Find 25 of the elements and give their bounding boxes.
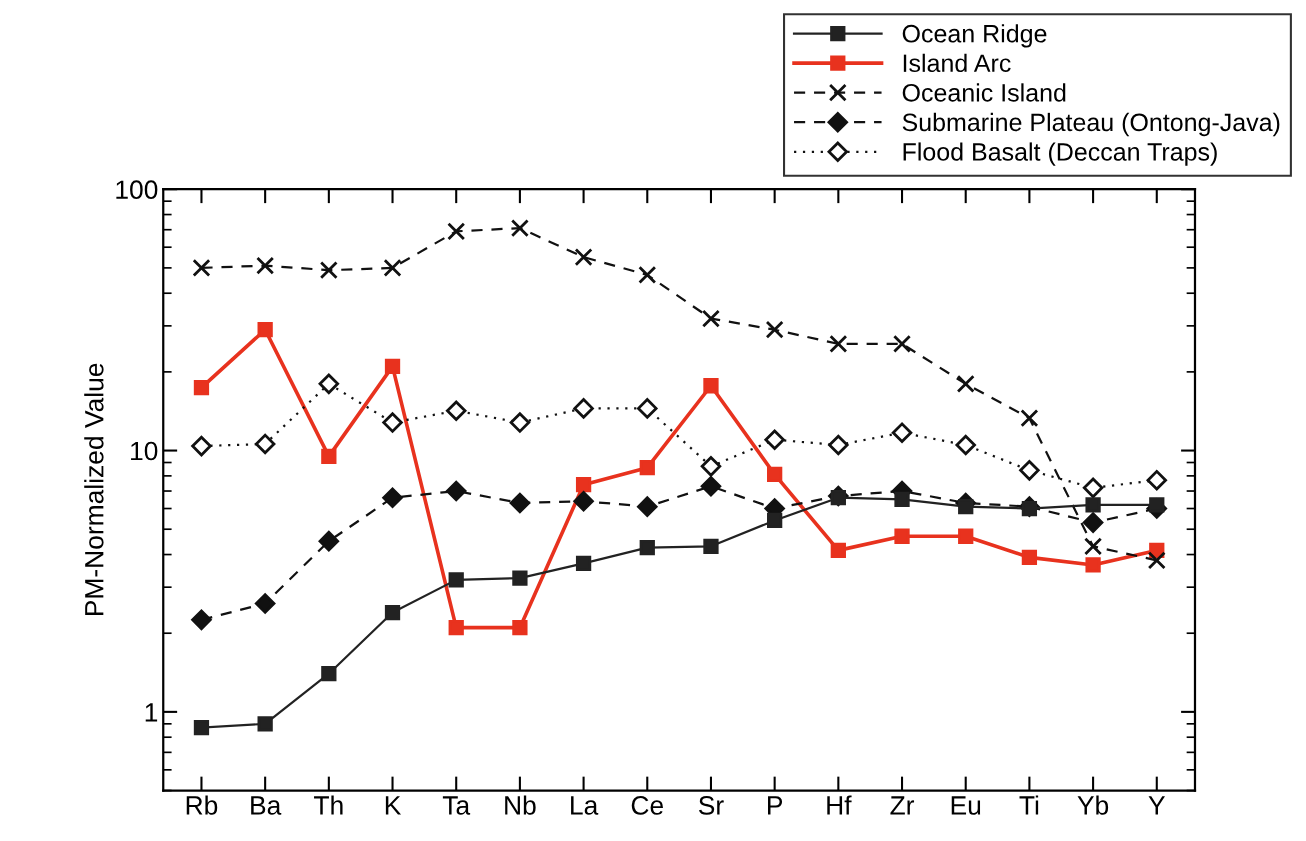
- x-tick-label: Y: [1148, 796, 1165, 815]
- y-tick-label: 10: [131, 441, 158, 461]
- x-tick-label: Rb: [186, 795, 218, 815]
- x-tick-label: Ce: [631, 796, 663, 815]
- y-tick-label: 1: [145, 703, 158, 722]
- x-tick-label: Sr: [698, 796, 724, 815]
- x-tick-label: K: [385, 796, 402, 815]
- x-tick-label: P: [768, 796, 783, 815]
- legend-label: Submarine Plateau (Ontong-Java): [902, 112, 1280, 137]
- x-tick-label: Yb: [1077, 795, 1109, 815]
- y-axis-title: PM-Normalized Value: [84, 363, 104, 616]
- x-tick-label: Zr: [890, 796, 915, 815]
- legend-label: Flood Basalt (Deccan Traps): [903, 142, 1217, 166]
- legend-label: Oceanic Island: [902, 83, 1066, 102]
- legend-label: Ocean Ridge: [902, 24, 1047, 48]
- x-tick-label: Nb: [505, 795, 536, 815]
- x-tick-label: Ba: [251, 796, 282, 815]
- x-tick-label: Hf: [827, 795, 852, 815]
- x-tick-label: Ti: [1019, 795, 1039, 815]
- x-tick-label: Eu: [951, 796, 981, 815]
- x-tick-label: La: [571, 796, 599, 815]
- x-tick-label: Th: [314, 795, 343, 815]
- legend-label: Island Arc: [903, 53, 1011, 73]
- x-tick-label: Ta: [442, 796, 471, 815]
- y-tick-label: 100: [116, 180, 158, 200]
